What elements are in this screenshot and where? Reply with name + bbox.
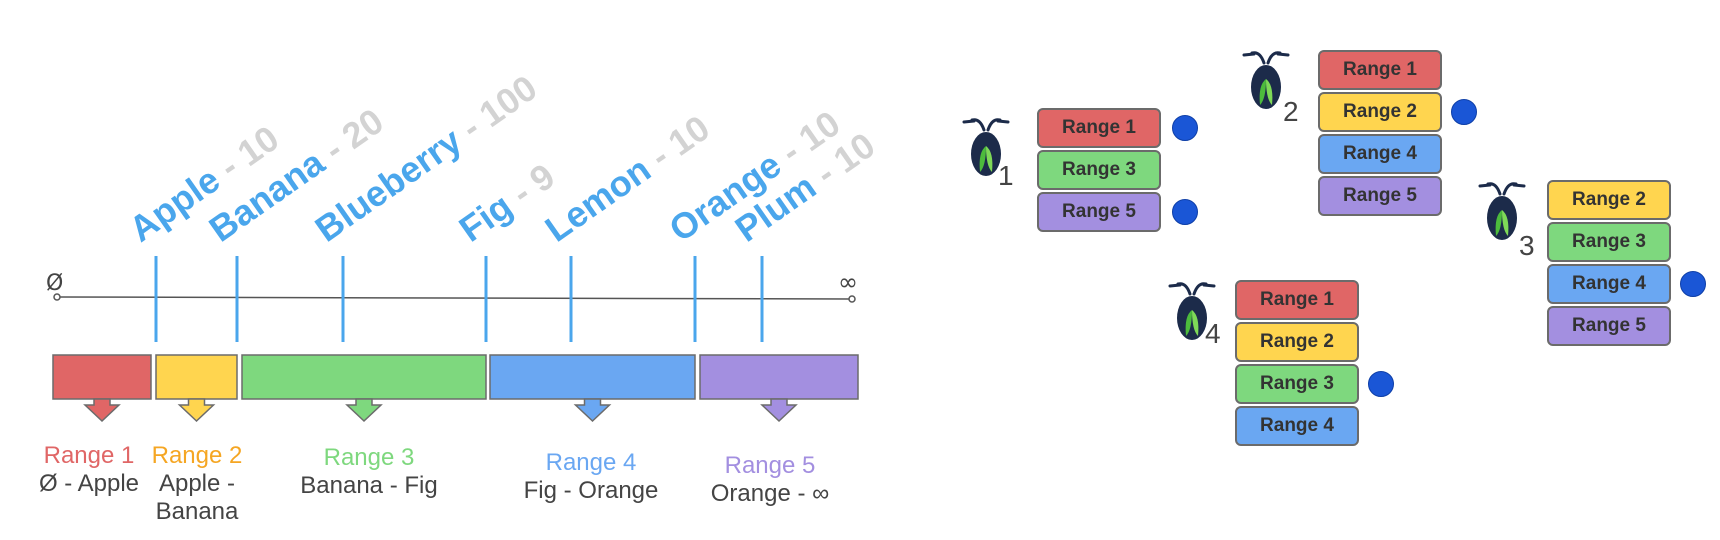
range-title: Range 2 [151, 442, 243, 469]
replica-range-2: Range 2 [1547, 180, 1671, 220]
range-title: Range 4 [545, 449, 637, 476]
cockroach-icon [1240, 49, 1292, 118]
range-span-line: Banana - Fig [300, 472, 438, 499]
range-caption-range-5: Range 5 Orange - ∞ [680, 452, 860, 508]
leaseholder-dot [1680, 271, 1706, 297]
leaseholder-dot [1172, 115, 1198, 141]
replica-range-3: Range 3 [1037, 150, 1161, 190]
key-lines [154, 256, 764, 342]
end-symbol: ∞ [838, 268, 858, 296]
axis-start-marker [53, 293, 61, 301]
range-arrow-range-2 [177, 398, 216, 423]
range-span-line: Fig - Orange [523, 477, 659, 504]
replica-range-5: Range 5 [1318, 176, 1442, 216]
range-bar-range-3 [241, 354, 487, 423]
range-title: Range 5 [724, 452, 816, 479]
replica-range-3: Range 3 [1547, 222, 1671, 262]
replica-range-4: Range 4 [1235, 406, 1359, 446]
replica-range-1: Range 1 [1235, 280, 1359, 320]
range-span-line: Apple - [158, 470, 236, 497]
replica-range-4: Range 4 [1547, 264, 1671, 304]
range-arrow-range-1 [83, 398, 121, 423]
range-caption-range-2: Range 2 Apple - Banana [107, 442, 287, 526]
replica-range-2: Range 2 [1235, 322, 1359, 362]
start-symbol: Ø [46, 271, 63, 296]
range-span-line: Orange - ∞ [710, 480, 830, 507]
range-title: Range 1 [43, 442, 135, 469]
cockroach-icon [1476, 180, 1528, 249]
range-arrow-range-3 [345, 398, 383, 423]
range-arrow-range-5 [760, 398, 798, 423]
node-number: 1 [998, 160, 1014, 191]
range-span-line: Ø - Apple [38, 470, 140, 497]
keyspace-axis [56, 296, 853, 300]
range-title: Range 3 [323, 444, 415, 471]
range-bar-range-1 [52, 354, 152, 423]
axis-end-marker [848, 295, 856, 303]
range-bar-range-2 [155, 354, 238, 423]
range-span-line: Banana [155, 498, 239, 525]
replica-range-5: Range 5 [1547, 306, 1671, 346]
range-bar-range-5 [699, 354, 859, 423]
range-caption-range-4: Range 4 Fig - Orange [501, 449, 681, 505]
range-arrow-range-4 [573, 398, 612, 423]
node-number: 3 [1519, 230, 1535, 261]
replica-range-2: Range 2 [1318, 92, 1442, 132]
range-caption-range-3: Range 3 Banana - Fig [279, 444, 459, 500]
leaseholder-dot [1368, 371, 1394, 397]
cockroach-icon [960, 116, 1012, 185]
cockroach-icon [1166, 280, 1218, 349]
range-bar-range-4 [489, 354, 696, 423]
leaseholder-dot [1451, 99, 1477, 125]
node-number: 2 [1283, 96, 1299, 127]
range-bars [52, 354, 859, 423]
replica-range-3: Range 3 [1235, 364, 1359, 404]
replica-range-1: Range 1 [1037, 108, 1161, 148]
replica-range-5: Range 5 [1037, 192, 1161, 232]
replica-range-4: Range 4 [1318, 134, 1442, 174]
leaseholder-dot [1172, 199, 1198, 225]
replica-range-1: Range 1 [1318, 50, 1442, 90]
node-number: 4 [1205, 318, 1221, 349]
